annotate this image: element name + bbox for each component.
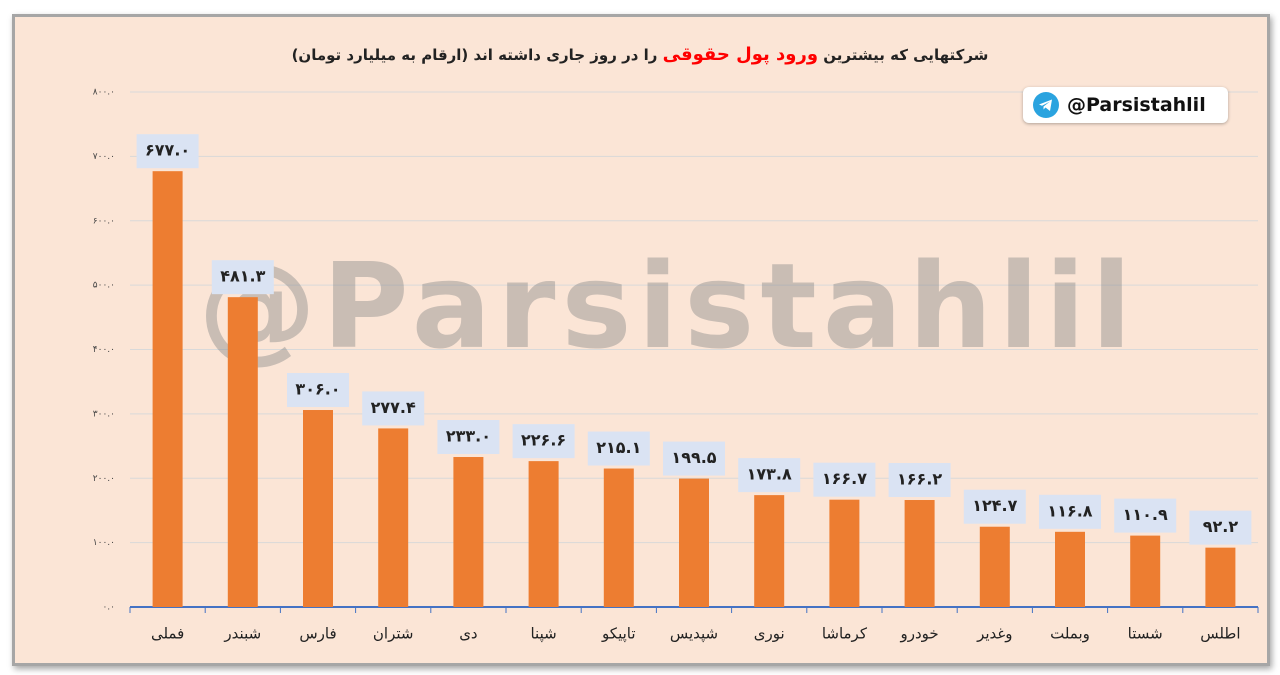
value-label-box (963, 489, 1026, 524)
x-tick-label: شستا (1128, 625, 1163, 643)
value-label-box (1114, 498, 1177, 533)
value-label-box (663, 441, 725, 476)
title-part: را در روز جاری داشته اند (ارقام به میلیا… (291, 46, 658, 64)
x-tick-label: شبندر (223, 625, 261, 643)
channel-badge: @Parsistahlil (1023, 87, 1228, 123)
x-tick-label: دی (459, 625, 477, 643)
y-tick-label: ۲۰۰.۰ (93, 474, 115, 484)
value-label: ۱۹۹.۵ (671, 448, 716, 467)
x-tick-label: شتران (373, 625, 414, 643)
bar (979, 526, 1010, 607)
bar (1130, 535, 1161, 607)
x-tick-label: شپدیس (670, 625, 718, 644)
x-tick-label: کرماشا (822, 625, 868, 643)
value-label: ۲۳۳.۰ (446, 427, 491, 446)
y-tick-label: ۴۰۰.۰ (93, 345, 115, 355)
y-tick-label: ۵۰۰.۰ (93, 281, 115, 291)
value-label: ۶۷۷.۰ (145, 141, 190, 160)
value-label-box (813, 462, 876, 497)
y-tick-label: ۶۰۰.۰ (93, 216, 115, 226)
value-label: ۱۶۶.۲ (897, 470, 942, 489)
value-label: ۱۶۶.۷ (822, 469, 867, 488)
value-label: ۹۲.۲ (1203, 517, 1239, 536)
x-tick-label: وبملت (1050, 625, 1090, 643)
bar (227, 297, 258, 607)
bar (303, 410, 333, 607)
bar (679, 478, 709, 607)
value-label: ۱۷۳.۸ (747, 465, 792, 484)
bar (453, 457, 484, 607)
value-label-box (287, 373, 349, 408)
bar (904, 500, 935, 607)
value-label-box (1039, 494, 1101, 529)
value-label: ۱۱۶.۸ (1047, 501, 1092, 520)
value-label-box (362, 391, 425, 426)
x-tick-label: نوری (754, 625, 785, 643)
x-tick-label: شپنا (530, 625, 556, 644)
watermark: @Parsistahlil (198, 237, 1137, 375)
title-part: شرکتهایی که بیشترین (823, 46, 989, 64)
y-tick-label: ۳۰۰.۰ (93, 409, 115, 419)
value-label-box (136, 134, 199, 169)
bar (829, 499, 860, 607)
title-highlight: ورود پول حقوقی (662, 44, 819, 65)
bar (378, 428, 409, 607)
value-label-box (437, 420, 500, 455)
value-label: ۱۲۴.۷ (972, 496, 1017, 515)
x-tick-label: تاپیکو (601, 625, 635, 644)
value-label: ۳۰۶.۰ (295, 380, 340, 399)
x-tick-label: خودرو (899, 625, 938, 643)
x-tick-label: اطلس (1200, 625, 1240, 643)
value-label-box (888, 463, 951, 498)
bar (152, 171, 183, 607)
x-tick-label: وغدیر (976, 625, 1012, 643)
value-label: ۱۱۰.۹ (1123, 505, 1168, 524)
bar (754, 495, 785, 607)
chart-title: شرکتهایی که بیشترین ورود پول حقوقی را در… (0, 44, 1280, 65)
value-label-box (211, 260, 274, 295)
y-tick-label: ۷۰۰.۰ (93, 152, 115, 162)
x-tick-label: فملی (151, 625, 184, 643)
value-label: ۲۲۶.۶ (521, 431, 566, 450)
telegram-icon (1033, 92, 1059, 118)
y-tick-label: ۱۰۰.۰ (93, 538, 115, 548)
badge-text: @Parsistahlil (1067, 94, 1206, 116)
bar (1205, 547, 1236, 607)
bar (528, 461, 559, 607)
y-tick-label: ۰.۰ (102, 603, 115, 613)
bar (603, 468, 634, 607)
y-tick-label: ۸۰۰.۰ (93, 88, 115, 98)
value-label-box (512, 424, 575, 459)
x-tick-label: فارس (299, 625, 336, 643)
value-label: ۴۸۱.۳ (220, 267, 265, 286)
value-label-box (738, 458, 801, 493)
bar (1055, 531, 1085, 607)
value-label-box (587, 431, 650, 466)
value-label: ۲۱۵.۱ (596, 438, 641, 457)
value-label-box (1189, 510, 1252, 545)
value-label: ۲۷۷.۴ (371, 398, 416, 417)
